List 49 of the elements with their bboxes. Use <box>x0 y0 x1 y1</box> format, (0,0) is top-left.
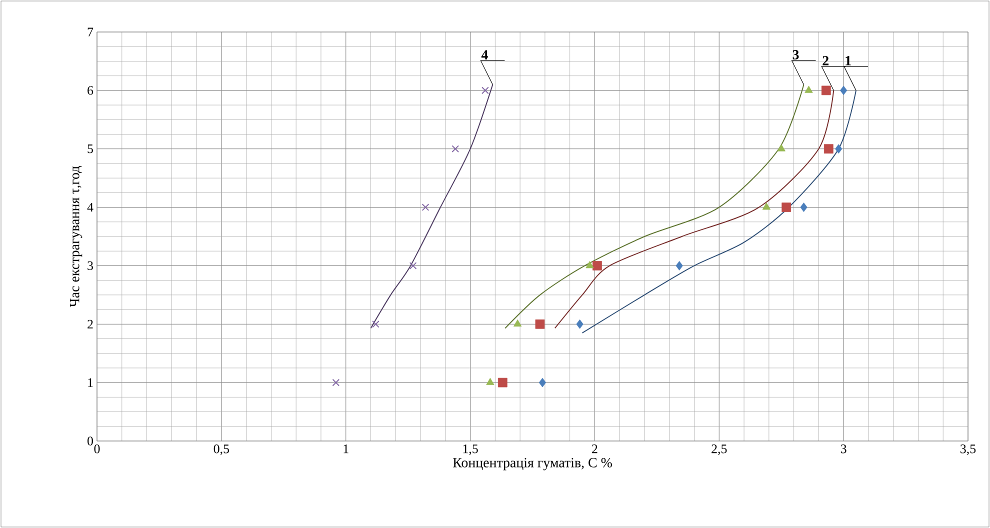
point <box>409 262 417 270</box>
x-tick-label: 2 <box>592 444 598 454</box>
x-tick-label: 0,5 <box>214 444 230 456</box>
point <box>804 86 813 93</box>
point <box>835 144 842 154</box>
point <box>422 204 430 211</box>
y-tick-label: 3 <box>88 261 93 270</box>
y-tick-label: 5 <box>88 144 93 154</box>
line-series <box>554 90 834 329</box>
annotation: 4 <box>481 50 488 60</box>
x-tick-label: 3,5 <box>960 444 976 456</box>
y-tick-label: 0 <box>88 436 93 446</box>
line-series <box>370 84 494 329</box>
annotation: 3 <box>792 50 799 60</box>
point <box>782 202 792 212</box>
x-tick-label: 1 <box>344 444 348 454</box>
y-tick-label: 2 <box>88 320 93 328</box>
point <box>372 320 380 328</box>
x-tick-label: 0 <box>94 444 100 454</box>
point <box>800 202 808 212</box>
point <box>777 144 786 152</box>
x-tick-label: 2,5 <box>712 444 727 456</box>
point <box>762 202 771 210</box>
point <box>676 261 683 270</box>
point <box>824 144 834 154</box>
point <box>538 378 546 388</box>
point <box>586 261 594 268</box>
annotation: 2 <box>822 56 829 66</box>
point <box>840 86 848 96</box>
point <box>498 378 508 388</box>
x-axis-title: Концентрація гуматів, С % <box>452 458 612 470</box>
x-tick-label: 1,5 <box>463 444 478 456</box>
y-tick-label: 1 <box>88 378 93 387</box>
y-tick-label: 4 <box>87 203 94 212</box>
point <box>332 378 340 386</box>
x-tick-label: 3 <box>840 444 846 454</box>
point <box>513 319 522 327</box>
point <box>592 261 602 270</box>
point <box>821 86 831 96</box>
point <box>482 86 489 94</box>
point <box>452 145 460 153</box>
annotation: 1 <box>846 56 851 66</box>
point <box>486 378 494 386</box>
point <box>535 319 545 329</box>
point <box>576 319 584 329</box>
line-series <box>582 90 857 334</box>
y-tick-label: 6 <box>88 86 94 95</box>
y-tick-label: 7 <box>88 28 94 36</box>
y-axis-title: Час екстрагування τ,год <box>70 166 82 308</box>
